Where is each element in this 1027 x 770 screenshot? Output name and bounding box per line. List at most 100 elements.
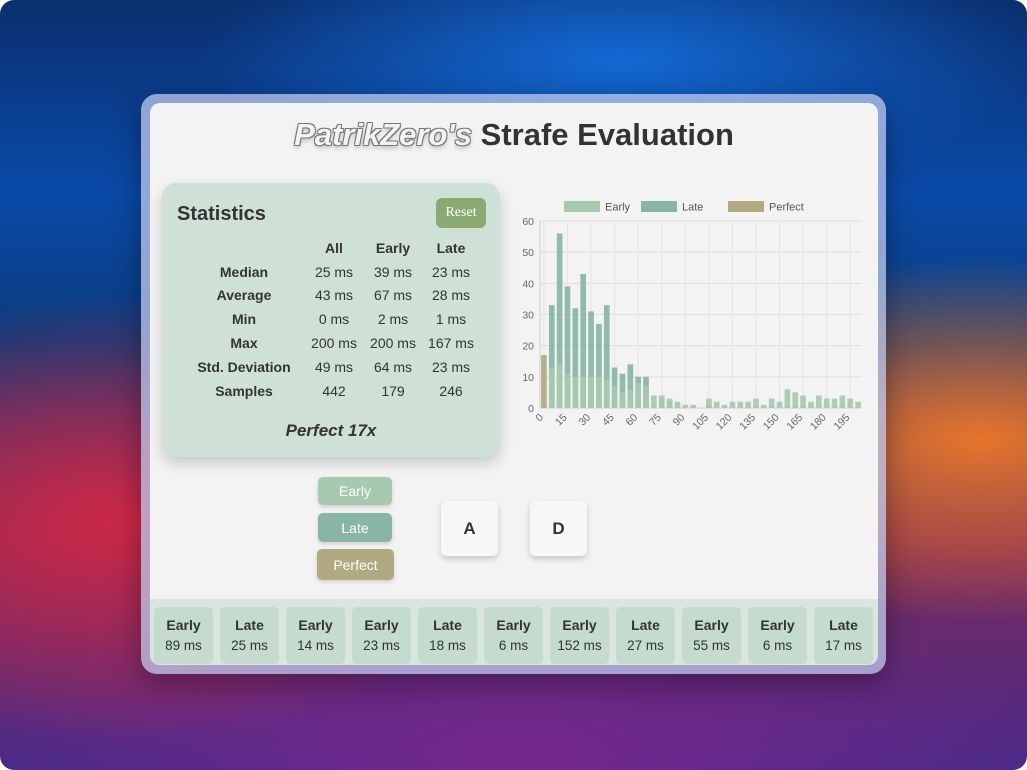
stat-row-min: Min 0 ms 2 ms 1 ms xyxy=(184,307,480,331)
histogram-bar-perfect xyxy=(541,355,547,408)
histogram-bar-early xyxy=(839,395,846,408)
histogram-bar-early xyxy=(548,367,555,408)
stat-value-late: 1 ms xyxy=(435,311,467,328)
histogram-bar-early xyxy=(580,376,587,408)
histogram-bar-late xyxy=(588,311,594,408)
histogram-bar-early xyxy=(713,401,720,408)
history-value: 14 ms xyxy=(297,638,334,653)
histogram-bar-early xyxy=(658,395,665,408)
histogram-bar-late xyxy=(580,273,587,408)
stat-row-average: Average 43 ms 67 ms 28 ms xyxy=(184,284,480,308)
histogram-bar-early xyxy=(564,373,571,408)
stat-value-late: 28 ms xyxy=(431,287,471,304)
histogram-bar-late xyxy=(627,364,634,408)
y-tick-label: 30 xyxy=(522,310,534,322)
histogram-bar-early xyxy=(776,401,783,408)
history-card: Early 14 ms xyxy=(286,607,345,664)
history-value: 6 ms xyxy=(498,638,529,653)
histogram-bar-early xyxy=(815,395,822,408)
stat-value-early: 67 ms xyxy=(373,287,413,304)
column-header-early: Early xyxy=(375,239,411,256)
history-type: Late xyxy=(433,617,462,633)
history-card: Early 23 ms xyxy=(352,607,411,664)
histogram-bar-early xyxy=(761,404,767,408)
history-card: Early 152 ms xyxy=(550,607,609,664)
y-tick-label: 60 xyxy=(522,216,534,228)
x-tick-label: 30 xyxy=(576,412,593,429)
x-tick-label: 180 xyxy=(808,412,829,433)
statistics-heading: Statistics xyxy=(177,203,266,225)
stat-label: Samples xyxy=(215,382,273,399)
histogram-bar-early xyxy=(808,401,814,408)
histogram-bar-early xyxy=(603,379,610,408)
histogram-bar-early xyxy=(753,398,759,408)
history-value: 23 ms xyxy=(363,638,400,653)
stat-value-late: 23 ms xyxy=(431,358,471,375)
histogram-bar-early xyxy=(745,401,751,408)
history-card: Early 6 ms xyxy=(748,607,807,664)
histogram-bar-early xyxy=(643,386,649,408)
stat-value-all: 0 ms xyxy=(318,311,350,328)
reset-button[interactable]: Reset xyxy=(436,198,486,228)
histogram-bar-early xyxy=(619,392,626,408)
histogram-bar-early xyxy=(690,404,696,408)
perfect-count: Perfect 17x xyxy=(285,421,377,440)
statistics-table: All Early Late Median 25 ms 39 ms 23 ms … xyxy=(184,236,480,403)
histogram-bar-early xyxy=(588,376,594,408)
x-tick-label: 195 xyxy=(831,412,852,433)
history-value: 55 ms xyxy=(693,638,730,653)
histogram-bar-early xyxy=(674,401,681,408)
history-card: Late 17 ms xyxy=(814,607,873,664)
history-value: 17 ms xyxy=(825,638,862,653)
stat-value-early: 200 ms xyxy=(370,335,416,352)
histogram-bar-early xyxy=(556,364,563,408)
x-tick-label: 60 xyxy=(624,412,641,429)
stat-value-all: 442 xyxy=(322,382,346,399)
stat-value-early: 179 xyxy=(381,382,405,399)
perfect-button[interactable]: Perfect xyxy=(317,549,394,580)
stat-value-early: 64 ms xyxy=(373,358,413,375)
app-window: PatrikZero's Strafe Evaluation Statistic… xyxy=(150,103,878,665)
x-tick-label: 90 xyxy=(671,412,688,429)
histogram-bar-early xyxy=(800,395,806,408)
history-type: Early xyxy=(760,617,795,633)
histogram-bar-early xyxy=(596,376,602,408)
histogram-bar-early xyxy=(784,389,791,408)
histogram-bar-late xyxy=(556,233,563,408)
history-type: Late xyxy=(829,617,858,633)
y-tick-label: 40 xyxy=(522,278,534,290)
history-type: Late xyxy=(631,617,660,633)
legend-swatch-late xyxy=(641,201,677,212)
history-type: Early xyxy=(298,617,333,633)
histogram-bar-early xyxy=(666,398,673,408)
page-title: PatrikZero's Strafe Evaluation xyxy=(150,117,878,153)
histogram-bar-late xyxy=(596,323,602,408)
history-card: Late 18 ms xyxy=(418,607,477,664)
y-tick-label: 20 xyxy=(522,341,534,353)
history-card: Late 25 ms xyxy=(220,607,279,664)
histogram-bar-early xyxy=(721,404,728,408)
y-tick-label: 10 xyxy=(522,372,534,384)
stat-label: Std. Deviation xyxy=(197,358,291,375)
histogram-bar-early xyxy=(823,398,830,408)
histogram-bar-early xyxy=(611,386,618,408)
history-type: Early xyxy=(364,617,399,633)
key-a[interactable]: A xyxy=(441,501,498,556)
stat-value-all: 43 ms xyxy=(314,287,354,304)
history-type: Early xyxy=(166,617,201,633)
history-type: Late xyxy=(235,617,264,633)
early-button[interactable]: Early xyxy=(318,477,392,505)
history-value: 6 ms xyxy=(762,638,793,653)
key-d[interactable]: D xyxy=(530,501,587,556)
legend-swatch-early xyxy=(564,201,600,212)
stat-value-all: 200 ms xyxy=(311,335,357,352)
stat-row-max: Max 200 ms 200 ms 167 ms xyxy=(184,331,480,355)
histogram-svg: 0 10 20 30 40 50 60 0 15 30 45 60 75 90 105 120 135 150 16… xyxy=(522,201,862,433)
stat-value-late: 23 ms xyxy=(431,263,471,280)
histogram-bar-late xyxy=(572,308,579,408)
title-brand: PatrikZero's xyxy=(294,117,473,152)
legend-label: Early xyxy=(605,202,631,214)
late-button[interactable]: Late xyxy=(318,513,392,542)
history-bar: Early 89 ms Late 25 ms Early 14 ms Early 23 … xyxy=(150,599,878,665)
x-tick-label: 150 xyxy=(761,412,782,433)
